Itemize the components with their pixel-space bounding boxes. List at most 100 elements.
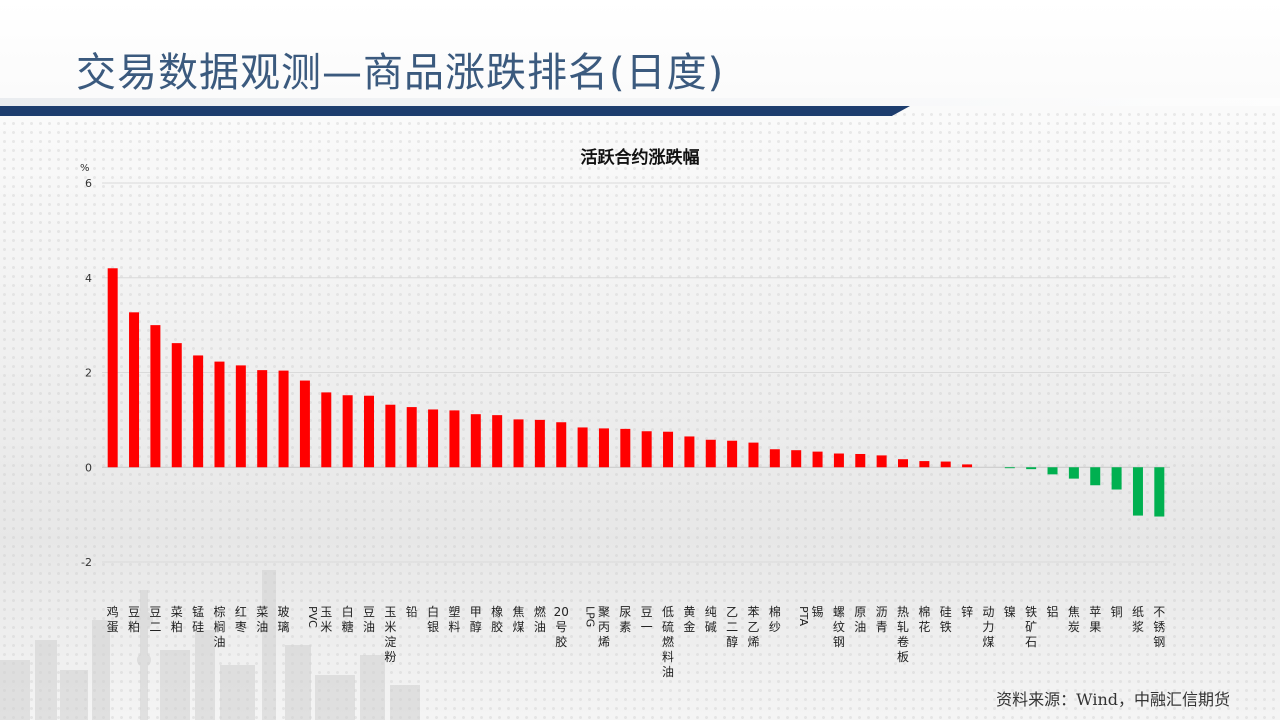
title-underline-light xyxy=(0,98,1280,106)
x-tick-label: 铝 xyxy=(1047,604,1059,619)
x-tick-label: 玉米淀粉 xyxy=(384,605,396,664)
bar xyxy=(962,464,973,468)
x-tick-label: 棉花 xyxy=(918,605,930,634)
x-tick-label: 菜粕 xyxy=(171,605,183,634)
bar xyxy=(1047,467,1058,475)
bar xyxy=(513,419,524,468)
x-tick-label: PVC xyxy=(306,606,319,628)
x-tick-label: 苹果 xyxy=(1089,605,1101,634)
y-tick-label: 4 xyxy=(85,272,92,285)
x-tick-label: 聚丙烯 xyxy=(598,605,610,649)
x-tick-label: 甲醇 xyxy=(470,605,482,634)
x-tick-label: 锡 xyxy=(812,604,824,619)
bar xyxy=(107,268,118,468)
x-tick-label: 尿素 xyxy=(619,605,631,634)
bar xyxy=(385,404,396,468)
bar xyxy=(257,370,268,468)
bar xyxy=(577,427,588,468)
bar xyxy=(278,370,289,468)
x-tick-label: 铅 xyxy=(406,605,418,619)
y-tick-label: 2 xyxy=(85,367,92,380)
x-tick-label: 硅铁 xyxy=(940,605,952,634)
bar xyxy=(129,312,140,468)
bar xyxy=(940,461,951,468)
bar xyxy=(235,365,246,468)
x-tick-label: 锰硅 xyxy=(192,604,204,634)
chart-title: 活跃合约涨跌幅 xyxy=(580,148,700,168)
bar xyxy=(1111,467,1122,490)
bar xyxy=(663,431,674,468)
bar xyxy=(342,395,353,468)
bar xyxy=(534,419,545,468)
x-tick-label: 塑料 xyxy=(448,604,460,634)
y-tick-label: 0 xyxy=(85,461,92,474)
bar xyxy=(641,431,652,468)
bar xyxy=(428,409,439,468)
y-tick-label: -2 xyxy=(81,556,92,569)
bar xyxy=(684,436,695,468)
x-tick-label: 焦炭 xyxy=(1068,605,1080,634)
x-tick-label: 玻璃 xyxy=(278,605,290,634)
x-tick-label: 豆油 xyxy=(363,605,375,634)
x-tick-label: 低硫燃料油 xyxy=(662,605,674,679)
x-tick-label: 玉米 xyxy=(320,605,332,634)
y-axis-label: % xyxy=(80,163,90,174)
bar xyxy=(299,380,310,468)
bar xyxy=(1026,467,1037,470)
bar xyxy=(727,440,738,468)
bar xyxy=(406,407,417,468)
x-tick-label: 锌 xyxy=(961,605,973,619)
bar xyxy=(898,459,908,468)
x-tick-label: 菜油 xyxy=(256,605,268,634)
y-tick-label: 6 xyxy=(85,177,92,190)
x-tick-label: 纯碱 xyxy=(705,605,717,634)
bar xyxy=(364,395,374,468)
bar xyxy=(791,450,802,468)
x-tick-label: 白银 xyxy=(427,604,439,634)
x-tick-label: 热轧卷板 xyxy=(897,605,909,664)
bar xyxy=(748,442,759,468)
bar xyxy=(620,428,631,468)
bar xyxy=(492,415,503,468)
x-tick-label: 镍 xyxy=(1004,605,1016,619)
bar xyxy=(919,461,930,468)
x-tick-label: 苯乙烯 xyxy=(747,605,759,649)
x-tick-label: 纸浆 xyxy=(1132,605,1144,634)
x-tick-label: 20 号胶 xyxy=(554,605,569,649)
bar xyxy=(1068,467,1079,479)
x-tick-label: 铁矿石 xyxy=(1025,605,1037,649)
x-tick-label: 螺纹钢 xyxy=(833,605,845,649)
x-tick-label: 动力煤 xyxy=(982,605,994,649)
x-tick-label: 鸡蛋 xyxy=(107,604,119,634)
bar xyxy=(1154,467,1165,517)
x-tick-label: 白糖 xyxy=(342,604,354,634)
bar xyxy=(193,355,204,468)
bar xyxy=(470,414,481,468)
x-tick-label: 原油 xyxy=(854,605,866,634)
x-tick-label: 燃油 xyxy=(534,604,546,634)
bar xyxy=(769,449,780,468)
bar xyxy=(449,410,460,468)
x-tick-label: 红枣 xyxy=(235,604,247,634)
x-tick-label: 焦煤 xyxy=(513,605,525,634)
x-tick-label: 乙二醇 xyxy=(726,605,738,649)
x-tick-label: 黄金 xyxy=(683,605,695,634)
bar xyxy=(1090,467,1101,486)
bar xyxy=(556,422,567,468)
x-tick-label: 豆粕 xyxy=(128,605,140,634)
x-tick-label: 沥青 xyxy=(876,605,888,634)
bar xyxy=(598,428,609,468)
bar xyxy=(321,392,332,468)
page-title: 交易数据观测—商品涨跌排名(日度) xyxy=(76,50,725,96)
x-tick-label: 豆二 xyxy=(149,605,161,634)
x-tick-label: 棉纱 xyxy=(769,605,781,634)
x-tick-label: LPG xyxy=(584,606,597,627)
x-tick-label: 棕榈油 xyxy=(213,604,225,649)
title-underline-bar xyxy=(0,106,910,116)
bar xyxy=(1004,467,1015,469)
x-tick-label: 铜 xyxy=(1111,604,1123,619)
x-tick-label: PTA xyxy=(797,606,810,626)
bar xyxy=(833,453,844,468)
x-tick-label: 不锈钢 xyxy=(1153,605,1165,649)
